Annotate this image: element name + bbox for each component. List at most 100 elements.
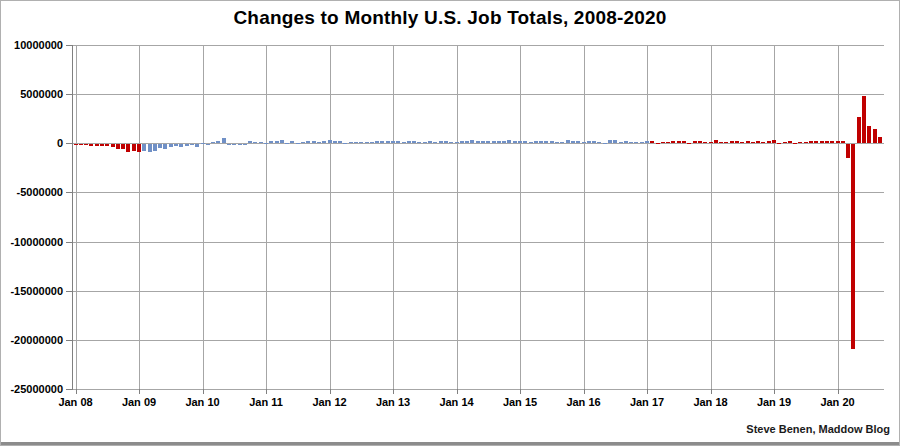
bar	[148, 144, 152, 152]
bar	[560, 142, 564, 143]
bar	[365, 142, 369, 144]
bar	[158, 144, 162, 147]
bar	[735, 141, 739, 143]
v-gridline	[393, 45, 394, 389]
bar	[518, 141, 522, 143]
bar	[349, 142, 353, 143]
bar	[587, 141, 591, 143]
bar	[132, 144, 136, 151]
x-axis-label: Jan 17	[624, 396, 670, 409]
x-axis-label: Jan 16	[561, 396, 607, 409]
v-gridline	[774, 45, 775, 389]
bar	[846, 144, 850, 157]
bar	[333, 141, 337, 144]
bar	[391, 141, 395, 143]
bar	[238, 144, 242, 145]
y-axis-label: -20000000	[3, 334, 63, 347]
bar	[867, 126, 871, 143]
bar	[412, 141, 416, 143]
x-axis-tick	[393, 389, 394, 394]
bar	[550, 141, 554, 144]
bar	[825, 141, 829, 144]
bar	[666, 142, 670, 144]
bar	[444, 141, 448, 144]
v-gridline	[203, 45, 204, 389]
h-gridline	[73, 291, 884, 292]
x-axis-tick	[647, 389, 648, 394]
x-axis-label: Jan 12	[307, 396, 353, 409]
bar	[264, 143, 268, 144]
bar	[280, 140, 284, 143]
bar	[507, 140, 511, 143]
bar	[449, 142, 453, 143]
bar	[126, 144, 130, 152]
x-axis-label: Jan 11	[243, 396, 289, 409]
bar	[709, 142, 713, 144]
bar	[576, 141, 580, 144]
bar	[698, 141, 702, 143]
y-axis-label: -10000000	[3, 236, 63, 249]
x-axis-label: Jan 10	[180, 396, 226, 409]
bar	[169, 144, 173, 147]
h-gridline	[73, 389, 884, 390]
bar	[740, 142, 744, 144]
bar	[253, 142, 257, 143]
bar	[100, 144, 104, 146]
bar	[857, 117, 861, 144]
bar	[582, 142, 586, 144]
bar	[798, 142, 802, 144]
bar	[650, 141, 654, 143]
bar	[555, 142, 559, 143]
bar	[190, 144, 194, 145]
h-gridline	[73, 192, 884, 193]
x-axis-label: Jan 08	[53, 396, 99, 409]
bar	[677, 141, 681, 143]
bar	[290, 141, 294, 143]
bar	[751, 142, 755, 143]
bar	[338, 141, 342, 143]
x-axis-tick	[266, 389, 267, 394]
bar	[259, 142, 263, 143]
bar	[761, 142, 765, 143]
bar	[375, 141, 379, 143]
bar	[84, 144, 88, 145]
v-gridline	[584, 45, 585, 389]
v-gridline	[838, 45, 839, 389]
bar	[492, 141, 496, 143]
bar	[783, 142, 787, 144]
bar	[687, 143, 691, 144]
credit-text: Steve Benen, Maddow Blog	[746, 423, 890, 435]
v-gridline	[520, 45, 521, 389]
bar	[407, 141, 411, 143]
y-axis-label: 5000000	[3, 88, 63, 101]
bar	[682, 141, 686, 143]
bar	[248, 141, 252, 144]
x-axis-tick	[838, 389, 839, 394]
h-gridline	[73, 45, 884, 46]
bar	[523, 141, 527, 144]
bar	[656, 143, 660, 144]
bar	[195, 144, 199, 147]
y-axis-line	[72, 45, 73, 390]
y-axis-label: 0	[3, 137, 63, 150]
bar	[417, 142, 421, 144]
bar	[206, 144, 210, 145]
bar	[74, 144, 78, 145]
x-axis-label: Jan 09	[116, 396, 162, 409]
bar	[862, 96, 866, 143]
bar	[592, 141, 596, 143]
bar	[809, 141, 813, 143]
bar	[645, 141, 649, 143]
bar	[624, 141, 628, 143]
y-axis-label: 10000000	[3, 39, 63, 52]
bar	[275, 141, 279, 143]
bar	[714, 140, 718, 143]
v-gridline	[139, 45, 140, 389]
x-axis-tick	[139, 389, 140, 394]
bar	[661, 142, 665, 144]
bar	[841, 141, 845, 143]
bar	[79, 144, 83, 145]
bar	[719, 142, 723, 144]
bar	[513, 141, 517, 144]
v-gridline	[647, 45, 648, 389]
